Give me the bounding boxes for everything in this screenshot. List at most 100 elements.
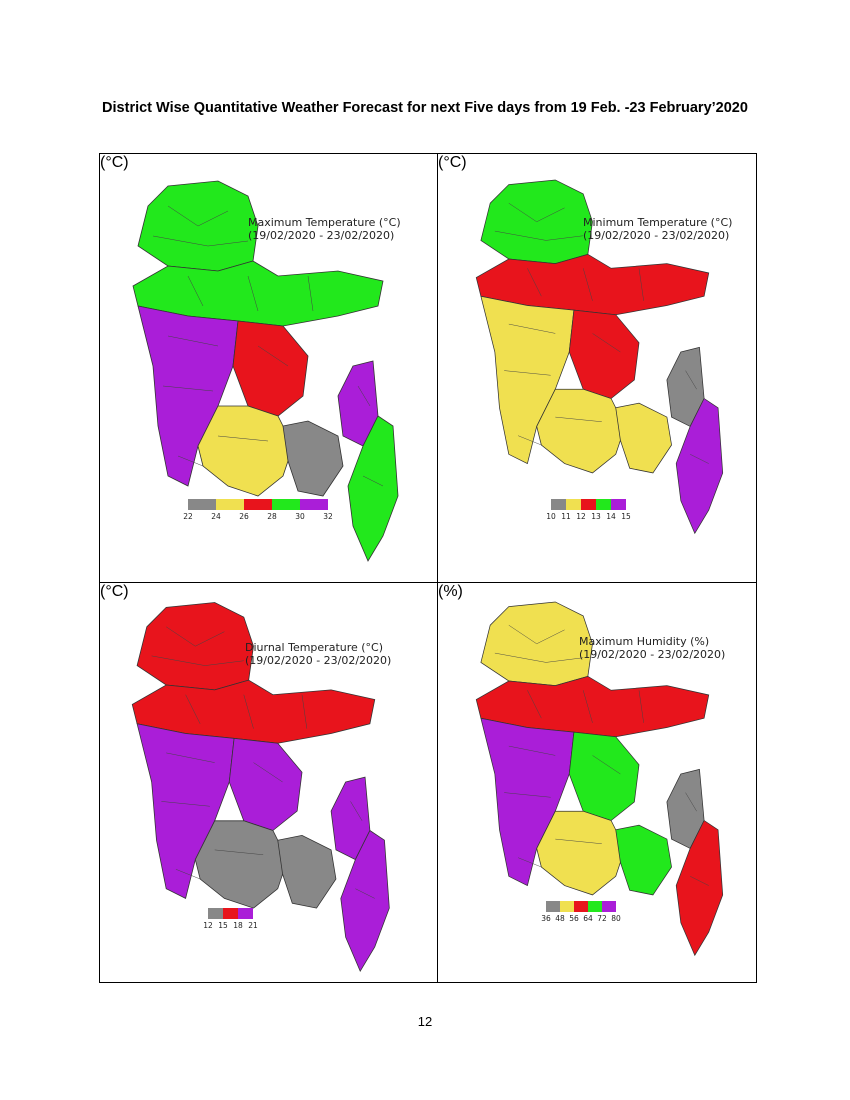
legend-swatch: [611, 499, 626, 510]
district-boundary: [555, 416, 602, 422]
district-boundary: [350, 801, 363, 821]
region-coast: [615, 824, 672, 896]
page-number: 12: [417, 1014, 433, 1029]
legend-swatch: [546, 901, 560, 912]
legend-tick-label: 56: [569, 914, 579, 923]
legend-tick-label: 64: [583, 914, 593, 923]
legend-tick-label: 14: [606, 512, 616, 521]
legend-tick-label: 13: [591, 512, 601, 521]
region-central: [568, 731, 640, 821]
color-legend: 12 15 18 21: [203, 908, 258, 931]
page-title: District Wise Quantitative Weather Forec…: [102, 100, 748, 116]
district-boundary: [508, 745, 556, 756]
district-boundary: [494, 230, 584, 241]
legend-swatch: [596, 499, 611, 510]
district-boundary: [167, 205, 229, 227]
map-title-label: Minimum Temperature (°C): [583, 216, 733, 229]
region-south-central: [197, 405, 294, 497]
legend-swatch: [244, 499, 272, 510]
district-boundary: [592, 333, 621, 353]
map-grid: Maximum Temperature (°C) (19/02/2020 - 23…: [99, 153, 757, 983]
region-southeast: [675, 819, 724, 957]
color-legend: 36 48 56 64 72 80: [541, 901, 621, 924]
district-boundary: [504, 370, 551, 376]
legend-swatch: [300, 499, 328, 510]
district-boundary: [301, 694, 308, 729]
district-boundary: [685, 792, 697, 812]
district-boundary: [508, 323, 556, 334]
legend-tick-label: 30: [295, 512, 305, 521]
district-boundary: [185, 694, 201, 724]
map-panel-min-temperature: Minimum Temperature (°C) (19/02/2020 - 23…: [438, 154, 756, 583]
district-map: [132, 180, 399, 562]
legend-tick-label: 18: [233, 921, 243, 930]
legend-tick-label: 80: [611, 914, 621, 923]
legend-tick-label: 32: [323, 512, 333, 521]
district-boundary: [582, 690, 593, 723]
district-boundary: [638, 690, 644, 723]
legend-swatch: [208, 908, 223, 919]
district-boundary: [685, 370, 697, 390]
district-boundary: [518, 857, 542, 868]
district-boundary: [166, 626, 225, 647]
district-boundary: [690, 454, 709, 464]
district-boundary: [518, 435, 542, 446]
map-title: Maximum Humidity (%) (19/02/2020 - 23/02/…: [579, 635, 725, 661]
legend-tick-label: 28: [267, 512, 277, 521]
district-boundary: [582, 268, 593, 301]
legend-tick-label: 24: [211, 512, 221, 521]
map-period: (19/02/2020 - 23/02/2020): [583, 229, 730, 242]
legend-swatch: [272, 499, 300, 510]
map-title-label: Diurnal Temperature (°C): [245, 641, 384, 654]
region-coast: [282, 420, 344, 497]
district-boundary: [152, 235, 249, 247]
district-boundary: [243, 694, 254, 729]
legend-swatch: [223, 908, 238, 919]
map-title: Diurnal Temperature (°C) (19/02/2020 - 23…: [245, 641, 391, 667]
legend-tick-label: 26: [239, 512, 249, 521]
region-coast: [277, 834, 337, 909]
legend-swatch: [188, 499, 216, 510]
legend-tick-label: 11: [561, 512, 571, 521]
region-coast: [615, 402, 672, 474]
legend-swatch: [560, 901, 574, 912]
district-boundary: [162, 385, 214, 392]
map-period: (19/02/2020 - 23/02/2020): [245, 654, 392, 667]
legend-tick-label: 72: [597, 914, 607, 923]
legend-tick-label: 15: [218, 921, 228, 930]
map-title: Maximum Temperature (°C) (19/02/2020 - 23…: [248, 216, 401, 242]
region-southeast: [340, 829, 390, 973]
legend-unit: (°C): [100, 583, 129, 600]
district-boundary: [357, 385, 371, 407]
district-boundary: [690, 876, 709, 886]
district-boundary: [257, 345, 289, 367]
region-south-central: [194, 820, 288, 909]
legend-tick-label: 48: [555, 914, 565, 923]
legend-tick-label: 22: [183, 512, 193, 521]
district-boundary: [187, 275, 204, 307]
legend-swatch: [574, 901, 588, 912]
district-boundary: [555, 838, 602, 844]
map-panel-max-temperature: Maximum Temperature (°C) (19/02/2020 - 23…: [100, 154, 438, 583]
district-boundary: [508, 625, 565, 645]
district-boundary: [214, 849, 264, 855]
district-boundary: [166, 752, 215, 763]
district-boundary: [638, 268, 644, 301]
legend-tick-label: 12: [576, 512, 586, 521]
legend-tick-label: 21: [248, 921, 258, 930]
region-south-central: [536, 388, 626, 474]
legend-swatch: [566, 499, 581, 510]
district-boundary: [508, 203, 565, 223]
district-boundary: [494, 652, 584, 663]
region-central: [568, 309, 640, 399]
region-southeast: [347, 415, 399, 562]
legend-tick-label: 12: [203, 921, 213, 930]
district-boundary: [175, 869, 201, 880]
district-boundary: [177, 455, 204, 467]
district-map: [475, 179, 724, 535]
district-boundary: [167, 335, 219, 347]
district-boundary: [527, 690, 542, 719]
map-period: (19/02/2020 - 23/02/2020): [248, 229, 395, 242]
district-boundary: [247, 275, 259, 312]
legend-unit: (%): [438, 583, 463, 600]
